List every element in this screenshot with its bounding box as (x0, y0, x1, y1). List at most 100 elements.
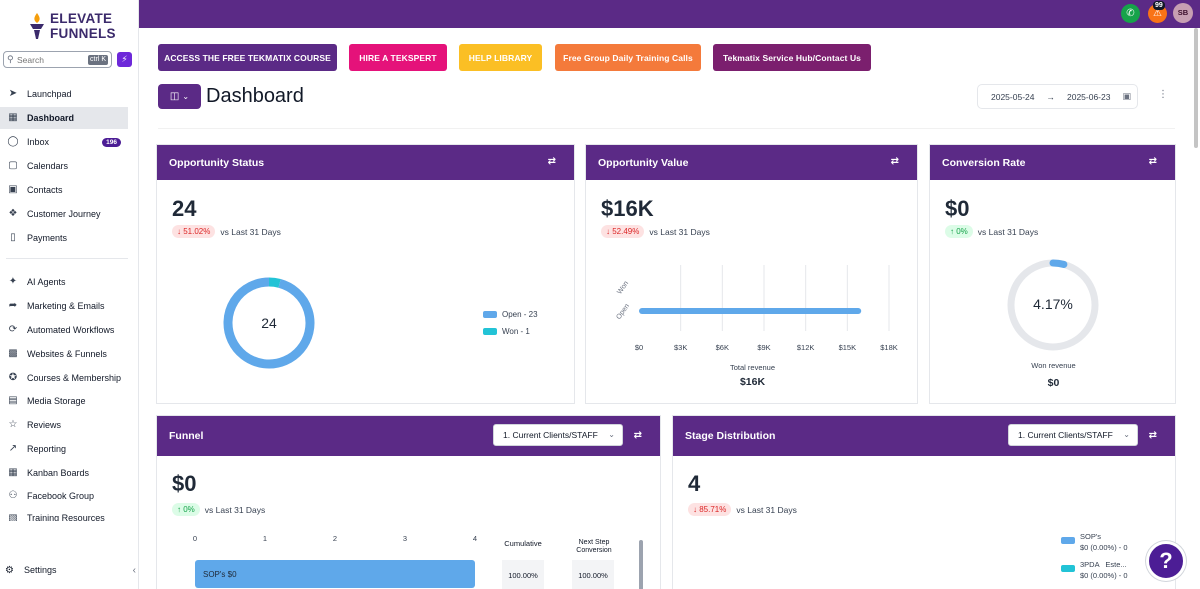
sidebar-item-marketing[interactable]: ➦ Marketing & Emails (0, 295, 128, 317)
x-tick-label: $12K (797, 343, 815, 352)
delta-row: ↑ 0% vs Last 31 Days (945, 225, 1038, 238)
sidebar-item-training[interactable]: ▧ Training Resources (0, 509, 128, 521)
search-box[interactable]: ⚲ ctrl K (3, 51, 112, 68)
stage-distribution-card: Stage Distribution 1. Current Clients/ST… (672, 415, 1176, 589)
service-hub-button[interactable]: Tekmatix Service Hub/Contact Us (713, 44, 871, 71)
phone-icon[interactable]: ✆ (1121, 4, 1140, 23)
grid-icon: ▦ (8, 112, 18, 123)
legend-label: Open - 23 (502, 310, 538, 319)
dashboard-switcher[interactable]: ◫ ⌄ (158, 84, 201, 109)
date-range-picker[interactable]: 2025-05-24 → 2025-06-23 ▣ (977, 84, 1138, 109)
sidebar-item-label: Training Resources (27, 513, 105, 521)
legend-swatch (1061, 565, 1075, 572)
swap-icon[interactable]: ⇄ (633, 430, 642, 441)
sidebar-item-reviews[interactable]: ☆ Reviews (0, 414, 128, 436)
website-icon: ▩ (8, 348, 18, 359)
pipeline-select[interactable]: 1. Current Clients/STAFF ⌄ (1008, 424, 1138, 446)
hire-tekspert-button[interactable]: HIRE A TEKSPERT (349, 44, 447, 71)
badge-icon: ✪ (8, 372, 18, 383)
sidebar-item-websites[interactable]: ▩ Websites & Funnels (0, 343, 128, 365)
settings-label: Settings (24, 565, 57, 575)
funnel-scrollbar[interactable] (639, 540, 643, 589)
delta-value: 0% (956, 227, 968, 236)
sidebar-item-courses[interactable]: ✪ Courses & Membership (0, 367, 128, 389)
trend-icon: ↗ (8, 443, 18, 454)
legend-text: 3PDA Este... $0 (0.00%) - 0 (1080, 559, 1128, 581)
x-tick-label: $6K (716, 343, 729, 352)
brand-logo[interactable]: ELEVATE FUNNELS (28, 10, 138, 44)
collapse-sidebar-icon[interactable]: ‹ (132, 564, 136, 576)
quick-action-bolt-icon[interactable]: ⚡ (117, 52, 132, 67)
swap-icon[interactable]: ⇄ (1148, 156, 1157, 167)
rocket-icon: ➤ (8, 88, 18, 99)
x-tick-label: 0 (193, 534, 197, 543)
notification-count: 99 (1153, 1, 1165, 10)
sidebar-item-label: Contacts (27, 185, 63, 195)
col-cumulative-header: Cumulative (504, 539, 542, 548)
x-tick-label: 4 (473, 534, 477, 543)
card-title: Opportunity Status (169, 156, 265, 169)
sidebar-item-label: Media Storage (27, 396, 86, 406)
sidebar-item-facebook-group[interactable]: ⚇ Facebook Group (0, 485, 128, 507)
sidebar-item-label: Marketing & Emails (27, 301, 105, 311)
legend-won[interactable]: Won - 1 (483, 327, 530, 336)
donut-slice-won[interactable] (268, 277, 281, 288)
delta-badge: ↓ 52.49% (601, 225, 645, 238)
delta-value: 51.02% (183, 227, 211, 236)
sidebar-item-reporting[interactable]: ↗ Reporting (0, 438, 128, 460)
avatar[interactable]: SB (1173, 3, 1193, 23)
sidebar-item-payments[interactable]: ▯ Payments (0, 227, 128, 249)
pipeline-select[interactable]: 1. Current Clients/STAFF ⌄ (493, 424, 623, 446)
legend-detail: $0 (0.00%) - 0 (1080, 571, 1128, 580)
sidebar-item-settings[interactable]: ⚙ Settings ‹ (0, 561, 139, 579)
legend-sops[interactable]: SOP's $0 (0.00%) - 0 (1061, 531, 1128, 553)
swap-icon[interactable]: ⇄ (547, 156, 556, 167)
swap-icon[interactable]: ⇄ (1148, 430, 1157, 441)
legend-detail: $0 (0.00%) - 0 (1080, 543, 1128, 552)
sidebar-item-contacts[interactable]: ▣ Contacts (0, 179, 128, 201)
sidebar-item-label: Payments (27, 233, 68, 243)
swap-icon[interactable]: ⇄ (890, 156, 899, 167)
x-tick-label: 2 (333, 534, 337, 543)
sidebar-item-ai-agents[interactable]: ✦ AI Agents (0, 271, 128, 293)
sidebar-item-label: Calendars (27, 161, 69, 171)
sidebar-item-inbox[interactable]: ◯ Inbox 196 (0, 131, 128, 153)
legend-swatch (483, 311, 497, 318)
star-icon: ☆ (8, 419, 18, 430)
chart-footer-label: Won revenue (1031, 361, 1076, 370)
donut-slice-won[interactable] (1049, 259, 1068, 268)
date-to: 2025-06-23 (1066, 91, 1111, 102)
legend-text: SOP's $0 (0.00%) - 0 (1080, 531, 1128, 553)
more-options-icon[interactable]: ⋮ (1158, 89, 1168, 100)
help-button[interactable]: ? (1146, 541, 1186, 581)
training-calls-button[interactable]: Free Group Daily Training Calls (555, 44, 701, 71)
sidebar-item-workflows[interactable]: ⟳ Automated Workflows (0, 319, 128, 341)
sidebar-item-kanban[interactable]: ▦ Kanban Boards (0, 462, 128, 484)
sidebar-item-dashboard[interactable]: ▦ Dashboard (0, 107, 128, 129)
access-course-button[interactable]: ACCESS THE FREE TEKMATIX COURSE (158, 44, 337, 71)
cumulative-cell: 100.00% (502, 560, 544, 589)
x-tick-label: 1 (263, 534, 267, 543)
sidebar-item-calendars[interactable]: ▢ Calendars (0, 155, 128, 177)
gear-icon: ⚙ (5, 564, 14, 576)
sidebar-item-media[interactable]: ▤ Media Storage (0, 390, 128, 412)
delta-row: ↓ 52.49% vs Last 31 Days (601, 225, 710, 238)
brand-name: ELEVATE FUNNELS (50, 11, 116, 41)
sidebar-item-customer-journey[interactable]: ❖ Customer Journey (0, 203, 128, 225)
opportunity-count: 24 (172, 196, 197, 221)
donut-slice-open[interactable] (223, 277, 315, 369)
legend-3pda[interactable]: 3PDA Este... $0 (0.00%) - 0 (1061, 559, 1128, 581)
shortcut-hint: ctrl K (88, 54, 108, 65)
legend-open[interactable]: Open - 23 (483, 310, 538, 319)
search-input[interactable] (17, 54, 79, 65)
bar-open[interactable] (639, 308, 862, 314)
legend-label: Won - 1 (502, 327, 530, 336)
page-scrollbar[interactable] (1194, 28, 1198, 148)
sidebar-item-label: Inbox (27, 137, 50, 147)
help-library-button[interactable]: HELP LIBRARY (459, 44, 542, 71)
chevron-down-icon: ⌄ (182, 92, 190, 101)
funnel-bar[interactable] (195, 560, 475, 588)
sidebar-item-launchpad[interactable]: ➤ Launchpad (0, 83, 128, 105)
sidebar-item-label: AI Agents (27, 277, 66, 287)
brand-line1: ELEVATE (50, 11, 113, 26)
